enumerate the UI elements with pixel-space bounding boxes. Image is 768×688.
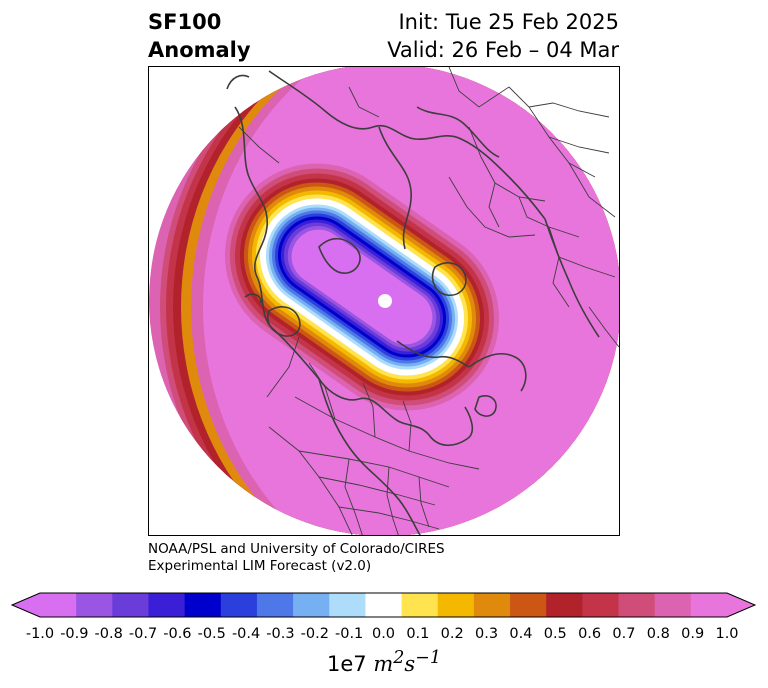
colorbar-outline	[10, 592, 757, 618]
colorbar-tick-label: -0.1	[334, 626, 364, 642]
init-date: Init: Tue 25 Feb 2025	[398, 10, 619, 34]
colorbar-tick-label: 0.5	[543, 626, 567, 642]
colorbar-swatch	[690, 593, 728, 617]
colorbar-tick-label: -0.7	[128, 626, 158, 642]
central-anomaly-ring	[224, 163, 500, 411]
colorbar-swatch	[546, 593, 583, 617]
colorbar-swatch	[293, 593, 330, 617]
colorbar-tick-label: 0.2	[440, 626, 464, 642]
field-name: Anomaly	[148, 38, 251, 62]
north-pole-marker	[378, 294, 392, 308]
colorbar-swatch	[184, 593, 222, 617]
colorbar-tick-label: 0.4	[509, 626, 533, 642]
colorbar	[10, 592, 757, 618]
colorbar-tick-label: -0.8	[94, 626, 123, 642]
colorbar-swatch	[220, 593, 258, 617]
colorbar-swatch	[148, 593, 186, 617]
colorbar-ticks: -1.0 -0.9 -0.8 -0.7 -0.6 -0.5 -0.4 -0.3 -0.2 -0.1…	[0, 626, 768, 646]
unit-prefix: 1e7	[327, 652, 374, 676]
map-title: SF100 Anomaly	[148, 8, 251, 64]
colorbar-swatch	[256, 593, 294, 617]
colorbar-swatch	[510, 593, 547, 617]
colorbar-tick-label: -0.4	[231, 626, 261, 642]
colorbar-swatch	[365, 593, 403, 617]
colorbar-swatch	[654, 593, 692, 617]
polar-map	[149, 67, 619, 535]
forecast-dates: Init: Tue 25 Feb 2025 Valid: 26 Feb – 04…	[387, 8, 619, 64]
unit-s-exponent: −1	[415, 648, 441, 668]
political-borders	[238, 67, 619, 535]
colorbar-min-arrow	[12, 593, 40, 617]
colorbar-tick-label: 0.0	[371, 626, 396, 642]
colorbar-tick-label: 0.9	[681, 626, 705, 642]
coastlines	[226, 70, 600, 535]
credit-line-1: NOAA/PSL and University of Colorado/CIRE…	[148, 541, 445, 557]
colorbar-tick-label: 0.8	[646, 626, 670, 642]
map-panel	[148, 66, 620, 536]
colorbar-tick-label: 1.0	[715, 626, 739, 642]
colorbar-swatch	[401, 593, 439, 617]
colorbar-unit-label: 1e7 m2s−1	[0, 648, 768, 676]
colorbar-tick-label: 0.7	[612, 626, 636, 642]
unit-m-exponent: 2	[393, 648, 405, 668]
colorbar-swatch	[582, 593, 620, 617]
colorbar-swatch	[437, 593, 475, 617]
colorbar-max-arrow	[727, 593, 755, 617]
variable-name: SF100	[148, 10, 222, 34]
colorbar-tick-label: -0.2	[300, 626, 329, 642]
colorbar-tick-label: 0.3	[475, 626, 499, 642]
colorbar-tick-label: -0.9	[60, 626, 89, 642]
colorbar-tick-label: 0.6	[578, 626, 602, 642]
colorbar-swatch	[40, 593, 77, 617]
data-credit: NOAA/PSL and University of Colorado/CIRE…	[148, 541, 445, 575]
colorbar-swatch	[76, 593, 113, 617]
unit-m: m	[373, 652, 394, 676]
credit-line-2: Experimental LIM Forecast (v2.0)	[148, 558, 372, 574]
colorbar-swatch	[329, 593, 367, 617]
colorbar-tick-label: -0.3	[266, 626, 295, 642]
unit-s: s	[404, 652, 416, 676]
colorbar-swatch	[473, 593, 511, 617]
colorbar-swatches	[40, 593, 728, 617]
colorbar-tick-label: -0.6	[163, 626, 192, 642]
colorbar-tick-label: -0.5	[197, 626, 226, 642]
colorbar-swatch	[112, 593, 150, 617]
colorbar-swatch	[618, 593, 656, 617]
valid-range: Valid: 26 Feb – 04 Mar	[387, 38, 619, 62]
colorbar-tick-label: 0.1	[406, 626, 430, 642]
colorbar-tick-label: -1.0	[25, 626, 55, 642]
